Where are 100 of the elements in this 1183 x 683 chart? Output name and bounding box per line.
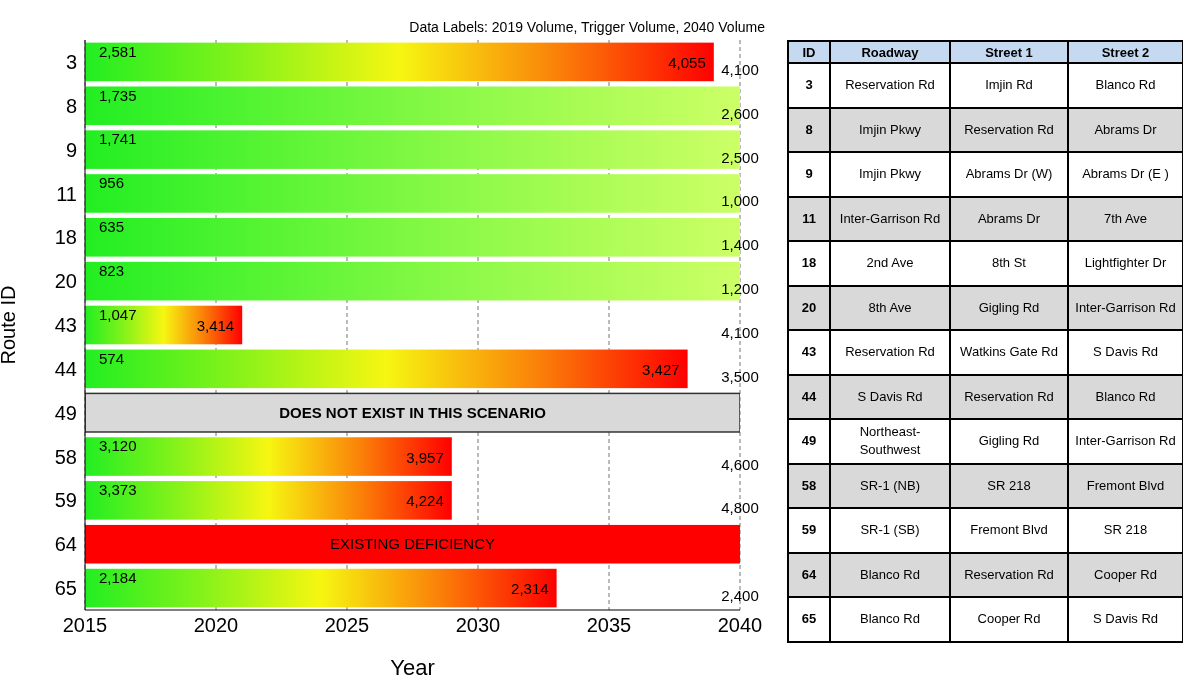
y-tick-label: 59 [54, 489, 77, 512]
text: Imjin Rd [985, 77, 1033, 93]
y-tick-label: 11 [56, 182, 77, 205]
text: Blanco Rd [1095, 388, 1156, 404]
text: S Davis Rd [1092, 611, 1159, 627]
annotation: 3,957 [406, 448, 444, 466]
y2-tick-label: 4,600 [721, 455, 759, 473]
text: 49 [801, 433, 817, 449]
y-tick-label: 9 [65, 138, 77, 161]
x-tick-label: 2030 [455, 614, 501, 637]
text: 9 [805, 166, 813, 182]
annotation: 1,741 [99, 130, 137, 148]
text: Blanco Rd [860, 611, 920, 627]
y2-tick-label: 2,400 [721, 587, 759, 605]
annotation: EXISTING DEFICIENCY [329, 535, 496, 553]
y-tick-label: 64 [54, 533, 77, 556]
text: Reservation Rd [845, 77, 935, 93]
text: Blanco Rd [1095, 77, 1156, 93]
chart-subtitle: Data Labels: 2019 Volume, Trigger Volume, 2040 Volume [409, 19, 766, 35]
text: 8th St [992, 255, 1026, 271]
text: 65 [801, 611, 817, 627]
y-tick-label: 65 [54, 577, 77, 600]
text: Gigling Rd [978, 299, 1040, 315]
text: 59 [801, 522, 817, 538]
annotation: 956 [99, 174, 125, 192]
text: Reservation Rd [964, 566, 1054, 582]
text: SR-1 (SB) [860, 522, 920, 538]
x-tick-label: 2020 [193, 614, 239, 637]
text: Reservation Rd [964, 121, 1054, 137]
y-axis-title: Route ID [0, 285, 20, 365]
y-tick-label: 3 [65, 51, 77, 74]
text: S Davis Rd [1092, 344, 1159, 360]
y2-tick-label: 4,800 [721, 499, 759, 517]
text: Cooper Rd [1094, 566, 1157, 582]
text: Fremont Blvd [1086, 477, 1165, 493]
text: 20 [801, 299, 817, 315]
y2-tick-label: 2,500 [721, 148, 759, 166]
y2-tick-label: 1,200 [721, 280, 759, 298]
text: Abrams Dr [977, 210, 1041, 226]
annotation: DOES NOT EXIST IN THIS SCENARIO [279, 403, 547, 421]
y-tick-label: 8 [65, 94, 77, 117]
y-tick-label: 20 [54, 270, 77, 293]
annotation: 1,047 [99, 305, 137, 323]
x-axis-title: Year [390, 655, 435, 680]
text: Fremont Blvd [970, 522, 1048, 538]
annotation: 2,314 [511, 580, 549, 598]
x-tick-label: 2035 [586, 614, 632, 637]
y2-tick-label: 3,500 [721, 367, 759, 385]
text: Northeast-Southwest [859, 424, 921, 458]
text: 44 [801, 388, 817, 404]
text: 7th Ave [1103, 210, 1148, 226]
annotation: 3,120 [99, 437, 137, 455]
annotation: 4,055 [668, 53, 706, 71]
text: 8th Ave [868, 299, 912, 315]
y-tick-label: 44 [54, 357, 77, 380]
annotation: 3,427 [642, 360, 680, 378]
text: Abrams Dr [1094, 121, 1157, 137]
x-tick-label: 2015 [62, 614, 108, 637]
text: Lightfighter Dr [1084, 255, 1167, 271]
annotation: 2,581 [99, 42, 137, 60]
text: Abrams Dr (E ) [1082, 166, 1169, 182]
text: 11 [802, 210, 816, 226]
y2-tick-label: 4,100 [721, 324, 759, 341]
category-label: ID [788, 41, 830, 63]
category-label: Roadway [830, 41, 950, 63]
text: 64 [801, 566, 817, 582]
text: Imjin Pkwy [858, 166, 922, 182]
x-tick-label: 2040 [717, 614, 763, 637]
text: Cooper Rd [977, 611, 1041, 627]
text: Inter-Garrison Rd [1075, 299, 1176, 315]
y-tick-label: 49 [54, 401, 77, 424]
text: SR 218 [987, 477, 1031, 493]
text: 2nd Ave [866, 255, 914, 271]
annotation: 2,184 [99, 568, 137, 586]
y2-tick-label: 2,600 [721, 104, 759, 122]
text: Blanco Rd [860, 566, 920, 582]
annotation: 574 [99, 349, 125, 367]
y2-tick-label: 4,100 [721, 60, 759, 78]
text: SR 218 [1103, 522, 1148, 538]
annotation: 4,224 [406, 492, 444, 510]
text: S Davis Rd [857, 388, 923, 404]
y2-tick-label: 1,400 [721, 236, 759, 254]
annotation: 635 [99, 218, 125, 236]
text: Reservation Rd [964, 388, 1054, 404]
y-tick-label: 18 [54, 226, 77, 249]
text: 8 [805, 121, 813, 137]
y-tick-label: 58 [54, 445, 77, 468]
annotation: 1,735 [99, 86, 137, 104]
text: 43 [801, 344, 817, 360]
text: Inter-Garrison Rd [839, 210, 941, 226]
category-label: Street 2 [1068, 41, 1183, 63]
text: Abrams Dr (W) [965, 166, 1053, 182]
y2-tick-label: 1,000 [721, 192, 759, 210]
text: 58 [801, 477, 817, 493]
text: Gigling Rd [978, 433, 1040, 449]
y-tick-label: 43 [54, 314, 77, 337]
text: 18 [801, 255, 817, 271]
annotation: 823 [99, 261, 125, 279]
text: Reservation Rd [845, 344, 935, 360]
annotation: 3,414 [196, 317, 235, 334]
